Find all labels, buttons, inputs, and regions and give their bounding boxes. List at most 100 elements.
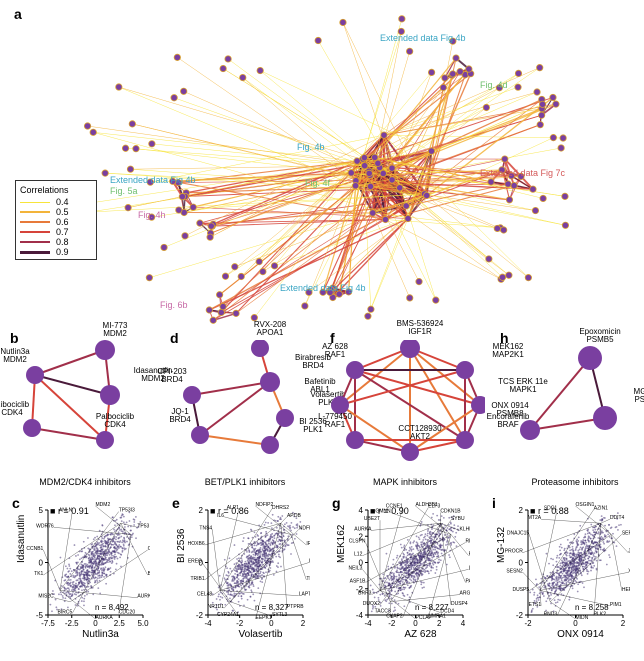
svg-text:2: 2 (301, 619, 306, 628)
legend-value: 0.4 (56, 197, 69, 207)
network-node (550, 134, 556, 140)
gene-label: LAMB2 (469, 565, 470, 571)
sub-network-node-label: CPI-203BRD4 (137, 368, 207, 385)
network-node (562, 222, 568, 228)
network-node (182, 233, 188, 239)
gene-label: HOXB6 (188, 541, 205, 547)
sub-network-node (260, 372, 280, 392)
network-node (525, 274, 531, 280)
sub-network-title-d: BET/PLK1 inhibitors (175, 477, 315, 487)
legend-color-bar (20, 231, 50, 233)
sub-network-node-label: JQ-1BRD4 (145, 408, 215, 425)
scatter-panel-g: -4-2024-4-2024ALDH3B1ELF3CDKN1BSYBUKLHDC… (340, 500, 470, 655)
svg-text:-2: -2 (196, 611, 204, 620)
node-target: ABL1 (310, 385, 330, 394)
legend-value: 0.6 (56, 217, 69, 227)
gene-label: TK1 (34, 571, 43, 577)
gene-label: DUOX2 (363, 601, 380, 607)
svg-text:2: 2 (199, 506, 204, 515)
node-target: BRD4 (302, 361, 323, 370)
network-node (428, 148, 434, 154)
r-value: ■ r = 0.91 (50, 506, 89, 516)
network-node (210, 317, 216, 323)
gene-label: KLHDC8B (460, 526, 470, 532)
network-node (450, 71, 456, 77)
panel-a-annotation: Fig. 4h (138, 210, 166, 220)
network-node (550, 94, 556, 100)
n-value: n = 8,492 (95, 603, 129, 612)
svg-text:0: 0 (39, 559, 44, 568)
gene-label: ARG2 (460, 591, 470, 597)
network-node (515, 84, 521, 90)
node-target: PSMB5 (586, 335, 613, 344)
gene-label: AURKB (137, 594, 150, 600)
node-target: RAF1 (325, 350, 345, 359)
gene-label: RRP9 (466, 538, 470, 544)
network-node (208, 223, 214, 229)
network-node (352, 183, 358, 189)
gene-label: SERPINE1 (622, 530, 630, 536)
sub-network-node (346, 361, 364, 379)
gene-label: DUSP4 (451, 601, 468, 607)
network-node (382, 216, 388, 222)
x-axis-label: AZ 628 (386, 629, 456, 640)
network-node (540, 195, 546, 201)
gene-label: OSGIN1 (576, 502, 595, 508)
svg-text:-2: -2 (524, 619, 532, 628)
network-node (553, 101, 559, 107)
network-node (442, 75, 448, 81)
n-value: n = 8,227 (415, 603, 449, 612)
node-target: CDK4 (1, 408, 22, 417)
sub-network-node-label: PalbociclibCDK4 (80, 413, 150, 430)
x-axis-label: Nutlin3a (66, 629, 136, 640)
sub-network-node (100, 385, 120, 405)
network-node (161, 244, 167, 250)
network-node (257, 67, 263, 73)
network-node (127, 166, 133, 172)
sub-network-node-label: CCT128930AKT2 (385, 425, 455, 442)
gene-label: TRIB1 (190, 576, 204, 582)
r-value: ■ r = 0.88 (530, 506, 569, 516)
sub-network-node-label: RibociclibCDK4 (0, 401, 47, 418)
svg-text:4: 4 (359, 506, 364, 515)
gene-label: NR1D1 (208, 604, 225, 610)
gene-label: TM4SF1 (306, 576, 310, 582)
gene-label: AURKA (96, 615, 114, 621)
gene-label: AZIN1 (594, 505, 608, 511)
sub-network-node-label: AZ 628RAF1 (300, 343, 370, 360)
scatter-panel-i: -202-202OSGIN1AZIN1DDIT4SERPINE1JUNXBP1H… (500, 500, 630, 655)
gene-label: MDM2 (96, 502, 111, 508)
legend-row: 0.5 (20, 207, 92, 217)
legend-row: 0.9 (20, 247, 92, 257)
network-node (233, 310, 239, 316)
network-node (129, 121, 135, 127)
node-target: APOA1 (257, 328, 284, 337)
network-node (179, 193, 185, 199)
network-node (407, 295, 413, 301)
network-node (428, 69, 434, 75)
sub-network-node (401, 443, 419, 461)
figure-root: a Extended data Fig 4bFig. 4dExtended da… (0, 0, 644, 661)
sub-network-node-label: BMS-536924IGF1R (385, 320, 455, 337)
network-node (405, 215, 411, 221)
network-node (499, 274, 505, 280)
network-node (399, 16, 405, 22)
network-node (197, 220, 203, 226)
sub-network-node-label: MG-132PSMB5 (613, 388, 644, 405)
panel-label-i: i (492, 495, 496, 511)
network-node (372, 154, 378, 160)
gene-label: ELF3 (428, 504, 440, 510)
svg-text:0: 0 (519, 559, 524, 568)
network-node (174, 54, 180, 60)
svg-text:5: 5 (39, 506, 44, 515)
gene-label: BRR3 (358, 591, 372, 597)
scatter-panel-c: -505-7.5-2.502.55.0MDM2TP53I3TP53CDKN1AB… (20, 500, 150, 655)
gene-label: MIS2C (38, 594, 54, 600)
network-node (222, 273, 228, 279)
sub-network-title-h: Proteasome inhibitors (505, 477, 644, 487)
gene-label: NDFIP1 (299, 525, 310, 531)
legend-value: 0.5 (56, 207, 69, 217)
network-node (368, 306, 374, 312)
network-node (537, 121, 543, 127)
network-node (500, 227, 506, 233)
